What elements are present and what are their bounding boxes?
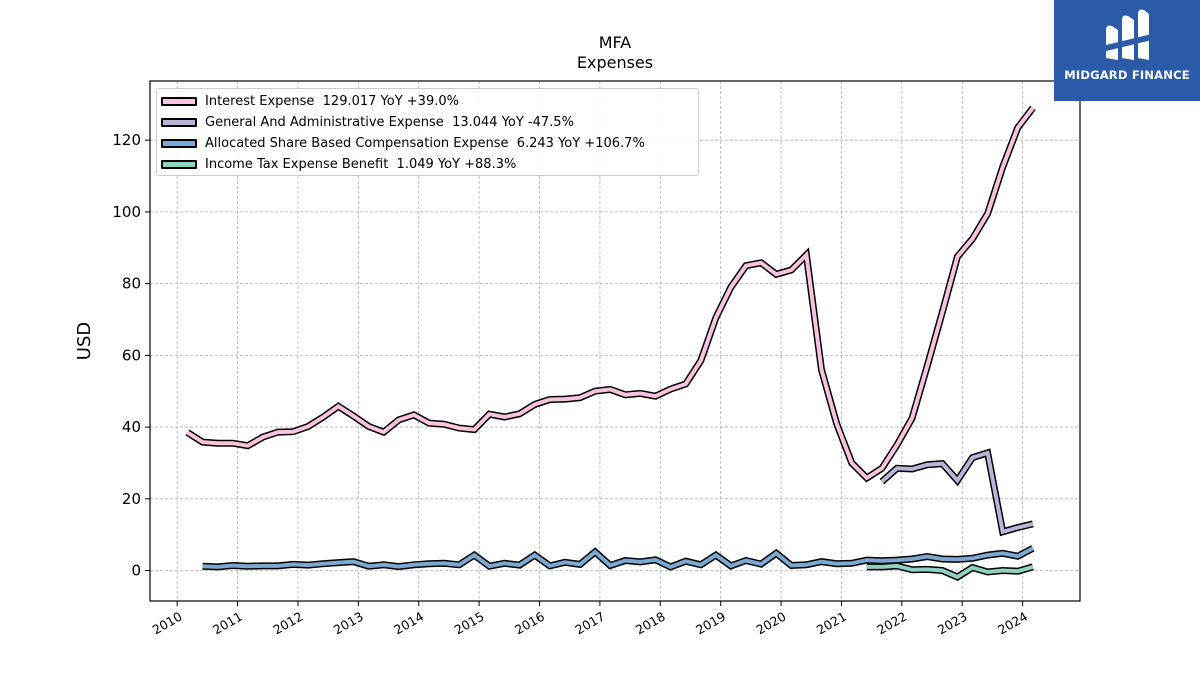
x-tick-label: 2023 — [935, 609, 970, 638]
y-axis-label: USD — [74, 322, 95, 360]
y-tick-label: 100 — [112, 203, 141, 221]
y-tick-label: 40 — [122, 418, 141, 436]
legend-label-share-based-compensation: Allocated Share Based Compensation Expen… — [205, 135, 645, 151]
legend-swatch-share-based-compensation — [161, 138, 197, 148]
legend-entry-interest-expense: Interest Expense 129.017 YoY +39.0% — [161, 92, 459, 110]
y-tick-label: 80 — [122, 275, 141, 293]
x-tick-label: 2020 — [754, 609, 789, 638]
legend-swatch-income-tax — [161, 159, 197, 169]
x-tick-label: 2021 — [814, 609, 849, 638]
series-layer — [185, 105, 1036, 581]
series-line-allocated-share-based-compensation-expense — [202, 546, 1034, 570]
x-tick-label: 2018 — [633, 609, 668, 638]
legend-swatch-general-admin-expense — [161, 117, 197, 127]
series-line-income-tax-expense-benefit — [866, 563, 1034, 580]
x-tick-label: 2013 — [331, 609, 366, 638]
legend-entry-income-tax: Income Tax Expense Benefit 1.049 YoY +88… — [161, 155, 516, 173]
x-tick-label: 2024 — [995, 609, 1030, 638]
x-tick-label: 2017 — [572, 609, 607, 638]
midgard-finance-logo: MIDGARD FINANCE — [1054, 0, 1200, 101]
series-outline-general-and-administrative-expense — [879, 448, 1034, 537]
y-tick-label: 60 — [122, 346, 141, 364]
y-tick-label: 20 — [122, 490, 141, 508]
y-tick-label: 120 — [112, 131, 141, 149]
plot-frame — [149, 80, 1081, 602]
chart-legend: Interest Expense 129.017 YoY +39.0% Gene… — [156, 88, 699, 176]
x-tick-label: 2019 — [693, 609, 728, 638]
legend-entry-share-based-compensation: Allocated Share Based Compensation Expen… — [161, 134, 645, 152]
logo-mark-icon — [1102, 9, 1152, 60]
legend-swatch-interest-expense — [161, 96, 197, 106]
y-tick-label: 0 — [131, 562, 141, 580]
legend-entry-general-admin-expense: General And Administrative Expense 13.04… — [161, 113, 574, 131]
x-tick-label: 2016 — [512, 609, 547, 638]
x-tick-label: 2011 — [210, 609, 245, 638]
chart-title: MFA — [599, 33, 632, 52]
x-tick-label: 2022 — [874, 609, 909, 638]
chart-subtitle: Expenses — [577, 53, 653, 72]
legend-label-general-admin-expense: General And Administrative Expense 13.04… — [205, 114, 574, 130]
series-line-interest-expense — [186, 106, 1035, 481]
series-line-general-and-administrative-expense — [880, 450, 1034, 535]
x-tick-label: 2012 — [270, 609, 305, 638]
x-tick-label: 2015 — [452, 609, 487, 638]
logo-text: MIDGARD FINANCE — [1064, 68, 1190, 82]
x-tick-label: 2010 — [150, 609, 185, 638]
legend-label-income-tax: Income Tax Expense Benefit 1.049 YoY +88… — [205, 156, 517, 172]
legend-label-interest-expense: Interest Expense 129.017 YoY +39.0% — [205, 93, 459, 109]
x-tick-label: 2014 — [391, 609, 426, 638]
